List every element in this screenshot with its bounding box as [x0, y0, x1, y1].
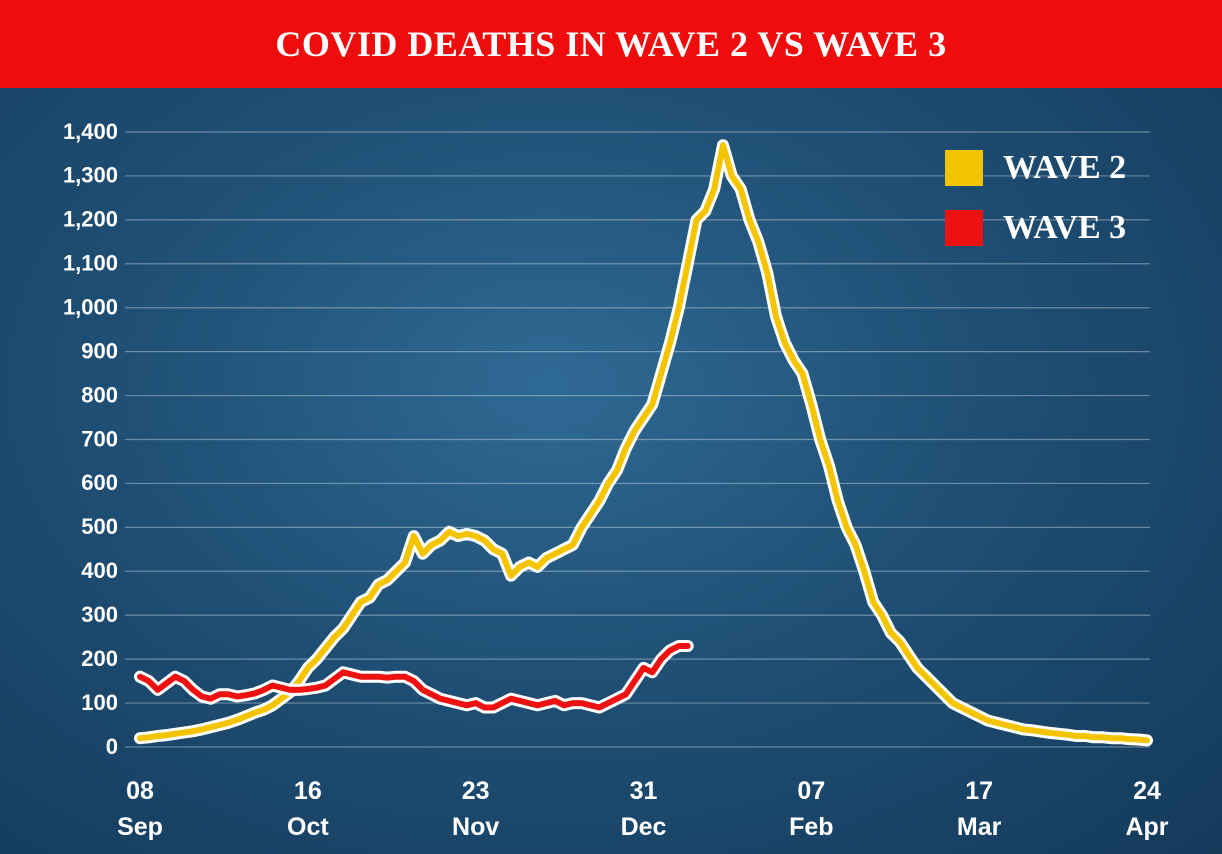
chart-title: COVID DEATHS IN WAVE 2 VS WAVE 3 [275, 24, 947, 64]
x-tick-label: 08 Sep [117, 777, 163, 841]
legend-label: WAVE 3 [1003, 209, 1126, 246]
y-tick-label: 300 [81, 602, 118, 627]
x-tick-label: 23 Nov [452, 777, 500, 841]
y-tick-label: 0 [106, 734, 118, 759]
x-tick-label: 17 Mar [956, 777, 1002, 841]
y-tick-label: 200 [81, 646, 118, 671]
series-line [137, 142, 1150, 744]
line-outline [134, 640, 694, 714]
y-tick-label: 600 [81, 470, 118, 495]
x-tick-label: 16 Oct [286, 777, 329, 841]
y-tick-label: 400 [81, 558, 118, 583]
legend-label: WAVE 2 [1003, 149, 1126, 186]
x-tick-label: 07 Feb [789, 777, 834, 841]
series-line [137, 643, 691, 711]
y-tick-label: 1,000 [63, 295, 118, 320]
y-tick-label: 800 [81, 382, 118, 407]
legend-swatch [945, 210, 983, 246]
y-tick-label: 1,100 [63, 251, 118, 276]
y-tick-label: 1,300 [63, 163, 118, 188]
x-tick-label: 24 Apr [1125, 777, 1169, 841]
y-tick-label: 100 [81, 690, 118, 715]
y-tick-label: 1,400 [63, 119, 118, 144]
y-tick-label: 700 [81, 426, 118, 451]
x-tick-label: 31 Dec [620, 777, 667, 841]
legend-swatch [945, 150, 983, 186]
title-banner: COVID DEATHS IN WAVE 2 VS WAVE 3 [0, 0, 1222, 88]
y-tick-label: 900 [81, 338, 118, 363]
line-outline [134, 139, 1153, 747]
y-tick-label: 500 [81, 514, 118, 539]
y-tick-label: 1,200 [63, 207, 118, 232]
